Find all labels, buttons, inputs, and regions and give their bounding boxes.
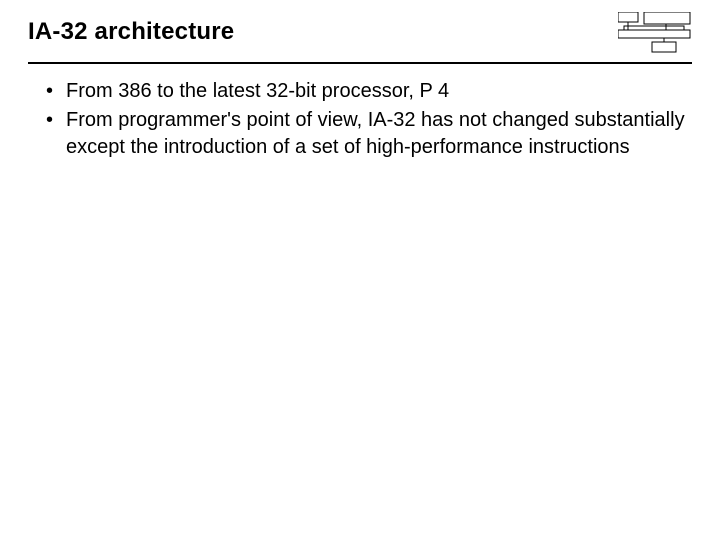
list-item: From programmer's point of view, IA-32 h…: [46, 107, 692, 161]
list-item: From 386 to the latest 32-bit processor,…: [46, 78, 692, 105]
slide-title: IA-32 architecture: [28, 18, 234, 46]
slide: IA-32 architecture From 386 to the lates…: [0, 0, 720, 161]
architecture-diagram-icon: [618, 12, 692, 54]
bullet-list: From 386 to the latest 32-bit processor,…: [28, 78, 692, 161]
header-row: IA-32 architecture: [28, 18, 692, 64]
